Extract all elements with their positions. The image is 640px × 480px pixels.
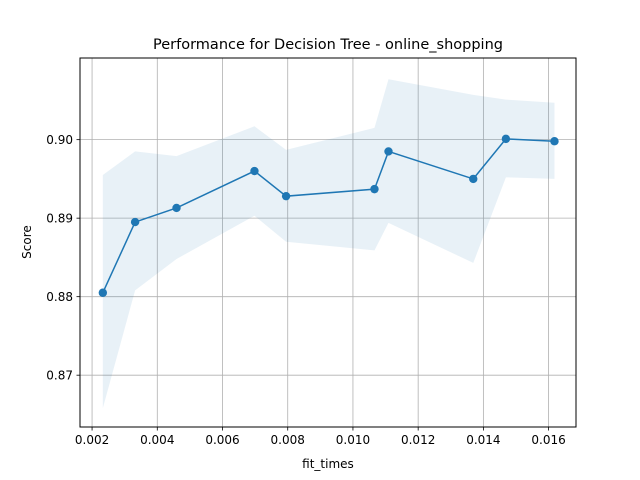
y-tick-label: 0.89 — [46, 211, 73, 225]
x-tick-label: 0.002 — [75, 433, 109, 447]
score-point — [501, 134, 511, 144]
x-tick-label: 0.008 — [271, 433, 305, 447]
x-axis-label: fit_times — [302, 457, 354, 471]
confidence-band — [102, 79, 555, 409]
y-tick-label: 0.88 — [46, 290, 73, 304]
y-tick-label: 0.90 — [46, 133, 73, 147]
score-point — [384, 147, 393, 156]
score-point — [250, 166, 259, 176]
score-point — [172, 203, 181, 213]
y-tick-label: 0.87 — [46, 368, 73, 382]
x-tick-label: 0.006 — [205, 433, 239, 447]
x-tick-label: 0.004 — [140, 433, 174, 447]
x-axis: 0.002 0.004 0.006 0.008 0.010 0.012 0.014 0.016 — [75, 427, 566, 447]
chart-title: Performance for Decision Tree - online_s… — [153, 37, 503, 53]
y-axis: 0.87 0.88 0.89 0.90 — [46, 133, 80, 382]
score-point — [98, 288, 108, 297]
score-band — [102, 79, 555, 409]
score-line — [102, 138, 555, 294]
score-point — [130, 217, 140, 227]
score-point — [550, 137, 559, 146]
y-axis-label: Score — [20, 225, 34, 259]
x-tick-label: 0.014 — [466, 433, 500, 447]
score-point — [370, 184, 379, 194]
x-tick-label: 0.010 — [336, 433, 370, 447]
x-tick-label: 0.012 — [401, 433, 435, 447]
series-layer — [98, 134, 559, 297]
score-point — [281, 191, 291, 201]
score-point — [469, 174, 478, 184]
plot-frame — [79, 57, 577, 428]
grid — [80, 58, 576, 427]
x-tick-label: 0.016 — [531, 433, 565, 447]
